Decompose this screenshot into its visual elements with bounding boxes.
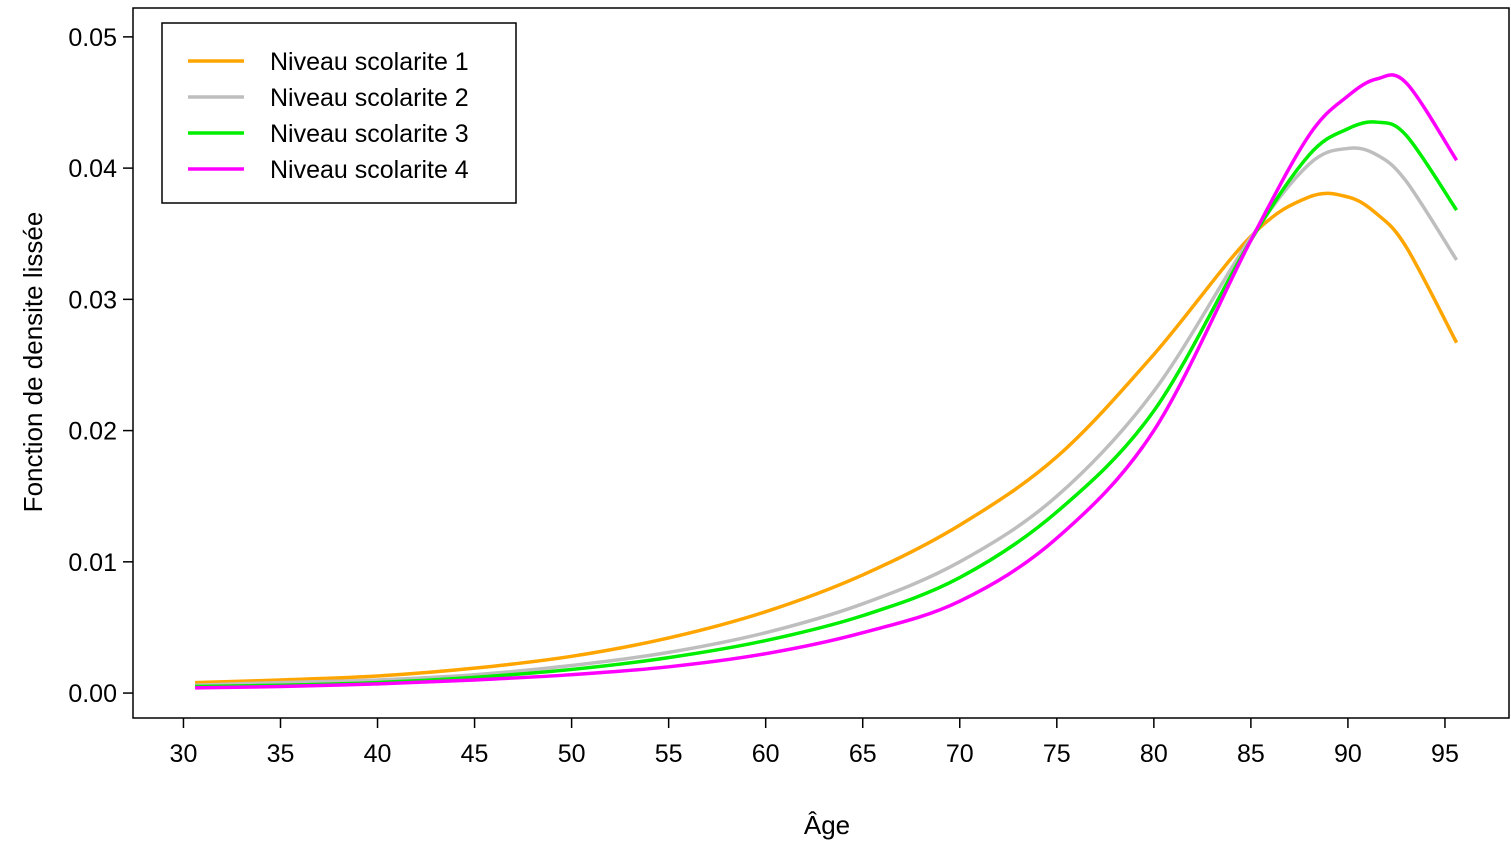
legend-label-2: Niveau scolarite 2 <box>270 84 469 112</box>
x-tick-label: 80 <box>1140 740 1168 768</box>
y-axis-title: Fonction de densite lissée <box>18 212 48 513</box>
x-tick-label: 75 <box>1043 740 1071 768</box>
legend-label-4: Niveau scolarite 4 <box>270 156 469 184</box>
series-line-1 <box>195 191 1459 685</box>
series-line-4 <box>195 73 1459 690</box>
x-tick-label: 30 <box>170 740 198 768</box>
plot-frame <box>132 7 1510 719</box>
x-tick-label: 65 <box>849 740 877 768</box>
x-tick-label: 85 <box>1237 740 1265 768</box>
y-tick-label: 0.03 <box>68 286 117 314</box>
legend-box <box>161 22 517 204</box>
x-tick-label: 90 <box>1334 740 1362 768</box>
y-tick-label: 0.05 <box>68 24 117 52</box>
y-tick-label: 0.04 <box>68 155 117 183</box>
x-axis: 30 35 40 45 50 55 60 65 70 75 80 85 90 95 <box>170 718 1459 768</box>
x-tick-label: 60 <box>752 740 780 768</box>
legend-label-3: Niveau scolarite 3 <box>270 120 469 148</box>
x-tick-label: 40 <box>364 740 392 768</box>
y-tick-label: 0.00 <box>68 680 117 708</box>
x-tick-label: 95 <box>1431 740 1459 768</box>
x-tick-label: 55 <box>655 740 683 768</box>
y-axis: 0.00 0.01 0.02 0.03 0.04 0.05 <box>68 24 133 708</box>
series-lines <box>195 73 1459 690</box>
x-axis-title: Âge <box>804 810 850 840</box>
x-tick-label: 45 <box>461 740 489 768</box>
y-tick-label: 0.01 <box>68 549 117 577</box>
x-tick-label: 35 <box>267 740 295 768</box>
series-line-3 <box>195 120 1459 689</box>
y-tick-label: 0.02 <box>68 418 117 446</box>
legend-label-1: Niveau scolarite 1 <box>270 48 469 76</box>
x-tick-label: 50 <box>558 740 586 768</box>
series-line-2 <box>195 146 1459 687</box>
legend: Niveau scolarite 1 Niveau scolarite 2 Nive… <box>161 22 517 204</box>
x-tick-label: 70 <box>946 740 974 768</box>
